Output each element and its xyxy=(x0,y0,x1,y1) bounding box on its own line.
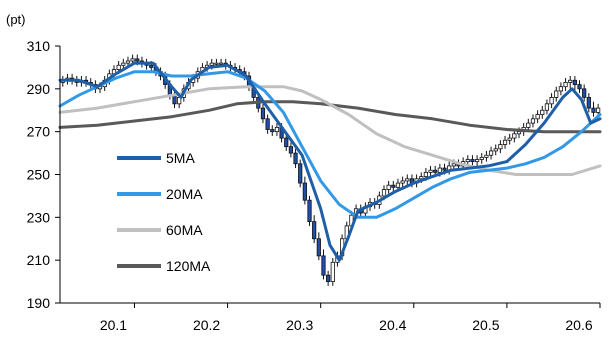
candle-body xyxy=(321,255,326,276)
candle-body xyxy=(326,274,331,282)
candle-body xyxy=(488,150,494,156)
y-tick-label: 310 xyxy=(27,38,51,54)
candle-body xyxy=(507,137,512,141)
candle-body xyxy=(293,152,298,165)
legend-label: 5MA xyxy=(166,150,195,166)
candle-body xyxy=(386,184,391,190)
legend-label: 120MA xyxy=(166,258,211,274)
candle-body xyxy=(535,114,540,120)
candle-body xyxy=(568,79,573,83)
candle-body xyxy=(405,178,410,182)
candle-body xyxy=(274,126,280,133)
series-line-60ma xyxy=(58,85,602,176)
candle-body xyxy=(465,159,470,163)
candle-body xyxy=(265,118,270,130)
candle-body xyxy=(577,84,582,90)
candle-body xyxy=(475,159,480,163)
candle-body xyxy=(479,156,484,160)
candle-body xyxy=(437,167,442,173)
x-tick-label: 20.6 xyxy=(565,317,592,333)
series-line-20ma xyxy=(58,70,602,219)
candle-body xyxy=(381,189,387,197)
candle-body xyxy=(451,163,456,167)
candle-body xyxy=(526,122,531,128)
candle-body xyxy=(130,58,135,62)
candle-body xyxy=(516,131,522,135)
candle-body xyxy=(502,139,508,145)
x-tick-label: 20.2 xyxy=(193,317,220,333)
candle-body xyxy=(591,107,596,113)
candle-body xyxy=(493,148,498,152)
candle-body xyxy=(512,133,517,139)
candle-body xyxy=(330,261,335,282)
y-tick-label: 190 xyxy=(27,295,51,311)
legend-label: 60MA xyxy=(166,222,203,238)
candle-body xyxy=(419,176,424,180)
candle-body xyxy=(558,86,563,92)
candle-body xyxy=(316,238,321,257)
y-axis-unit-label: (pt) xyxy=(6,12,26,27)
y-axis-tick-labels: 310 290 270 250 230 210 190 xyxy=(27,38,60,311)
candle-body xyxy=(582,88,587,98)
candle-body xyxy=(442,167,447,171)
candle-body xyxy=(484,154,489,158)
candle-body xyxy=(391,184,396,188)
legend-label: 20MA xyxy=(166,186,203,202)
series-line-120ma xyxy=(58,100,602,134)
y-tick-label: 250 xyxy=(27,167,51,183)
candle-body xyxy=(540,109,545,115)
candle-body xyxy=(218,62,224,65)
candle-body xyxy=(302,182,307,201)
y-tick-label: 270 xyxy=(27,124,51,140)
candle-body xyxy=(214,62,219,65)
candle-body xyxy=(312,221,317,240)
candle-body xyxy=(298,163,303,184)
candle-body xyxy=(288,146,293,154)
candle-body xyxy=(433,169,438,173)
chart-legend: 5MA 20MA 60MA 120MA xyxy=(117,150,211,274)
candle-body xyxy=(428,169,433,173)
candle-body xyxy=(307,199,312,223)
candle-body xyxy=(470,159,475,163)
x-tick-label: 20.1 xyxy=(100,317,127,333)
candle-body xyxy=(530,118,536,124)
x-tick-label: 20.3 xyxy=(286,317,313,333)
candle-body xyxy=(554,90,559,98)
x-tick-label: 20.4 xyxy=(379,317,406,333)
candle-body xyxy=(149,64,154,68)
y-tick-label: 290 xyxy=(27,81,51,97)
y-tick-label: 210 xyxy=(27,252,51,268)
candle-body xyxy=(395,182,401,188)
moving-average-lines xyxy=(58,61,602,262)
x-tick-label: 20.5 xyxy=(472,317,499,333)
candle-body xyxy=(596,107,601,113)
candle-body xyxy=(400,180,405,184)
candle-body xyxy=(544,103,550,111)
candle-body xyxy=(121,62,126,66)
candle-body xyxy=(125,60,131,64)
candle-body xyxy=(572,79,577,85)
candle-body xyxy=(586,97,591,109)
candle-body xyxy=(270,129,275,133)
y-tick-label: 230 xyxy=(27,209,51,225)
series-line-5ma xyxy=(58,61,602,262)
x-axis-tick-labels: 20.1 20.2 20.3 20.4 20.5 20.6 xyxy=(100,303,601,333)
candle-body xyxy=(498,144,503,150)
candle-body xyxy=(260,107,266,120)
candle-body xyxy=(172,94,177,105)
candle-body xyxy=(116,64,121,70)
candle-body xyxy=(563,82,568,88)
candle-body xyxy=(423,171,428,178)
candlestick-series xyxy=(60,54,601,286)
candle-body xyxy=(284,137,289,148)
candle-body xyxy=(549,97,554,105)
candle-body xyxy=(209,62,214,66)
candle-body xyxy=(135,58,140,62)
